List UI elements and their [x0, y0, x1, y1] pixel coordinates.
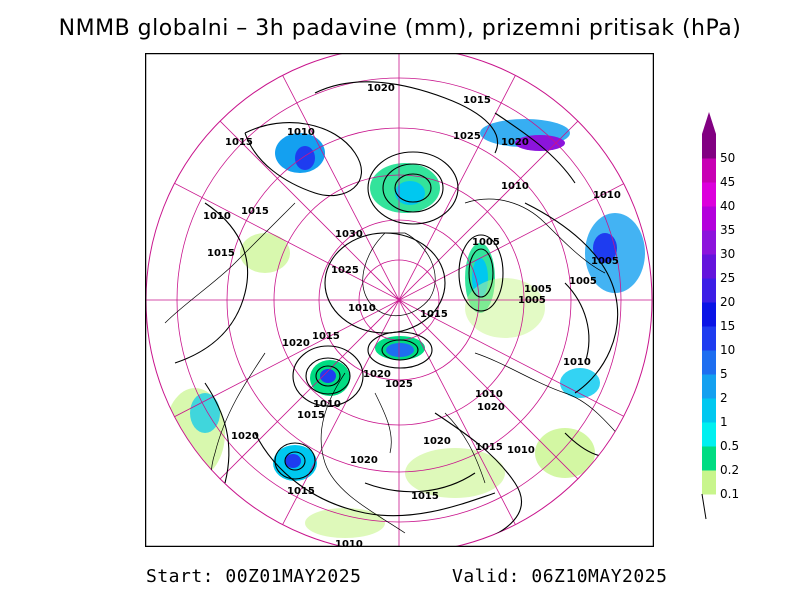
isobar-label: 1010: [313, 399, 341, 410]
graticule: [146, 52, 652, 548]
isobars: [174, 81, 626, 544]
isobar-label: 1015: [207, 248, 235, 259]
legend-swatch: [702, 446, 716, 471]
isobar-label: 1015: [297, 410, 325, 421]
forecast-map: 1020 1015 1010 1025 1020 1015 1010 1010 …: [144, 46, 655, 554]
legend-swatch: [702, 206, 716, 231]
isobar-label: 1015: [420, 309, 448, 320]
legend-swatch: [702, 374, 716, 399]
isobar-label: 1010: [475, 389, 503, 400]
isobar-label: 1005: [524, 284, 552, 295]
isobar-label: 1010: [287, 127, 315, 138]
legend-swatch: [702, 230, 716, 255]
coastlines: [164, 198, 636, 548]
isobar-label: 1005: [472, 237, 500, 248]
isobar-label: 1015: [225, 137, 253, 148]
isobar-label: 1025: [453, 131, 481, 142]
page-title: NMMB globalni – 3h padavine (mm), prizem…: [58, 16, 742, 41]
isobar-label: 1010: [507, 445, 535, 456]
isobar-label: 1025: [331, 265, 359, 276]
legend-tail: [701, 493, 707, 520]
legend-label: 45: [720, 175, 735, 189]
legend-swatch: [702, 422, 716, 447]
legend-label: 30: [720, 247, 735, 261]
isobar-label: 1005: [569, 276, 597, 287]
isobar-label: 1015: [241, 206, 269, 217]
legend-swatch: [702, 158, 716, 183]
isobar-label: 1025: [385, 379, 413, 390]
isobar-label: 1005: [518, 295, 546, 306]
isobar-label: 1015: [475, 442, 503, 453]
isobar-label: 1010: [203, 211, 231, 222]
isobar-label: 1010: [563, 357, 591, 368]
legend-label: 10: [720, 343, 735, 357]
isobar-label: 1020: [477, 402, 505, 413]
isobar-label: 1030: [335, 229, 363, 240]
legend-swatch: [702, 302, 716, 327]
isobar-label: 1015: [463, 95, 491, 106]
valid-time: Valid: 06Z10MAY2025: [452, 566, 668, 587]
isobar-label: 1010: [348, 303, 376, 314]
legend-label: 35: [720, 223, 735, 237]
legend-label: 0.5: [720, 439, 739, 453]
legend-label: 5: [720, 367, 728, 381]
isobar-labels: 1020 1015 1010 1025 1020 1015 1010 1010 …: [203, 83, 621, 550]
isobar-label: 1020: [423, 436, 451, 447]
legend-label: 50: [720, 151, 735, 165]
legend-max-arrow: [702, 112, 716, 134]
legend-swatch: [702, 326, 716, 351]
start-time: Start: 00Z01MAY2025: [146, 566, 362, 587]
legend-swatch: [702, 182, 716, 207]
map-frame: [144, 52, 655, 548]
isobar-label: 1015: [287, 486, 315, 497]
isobar-label: 1020: [350, 455, 378, 466]
legend-label: 40: [720, 199, 735, 213]
legend-label: 2: [720, 391, 728, 405]
legend-swatch: [702, 278, 716, 303]
color-legend: 0.1 0.2 0.5 1 2 5 10 15 20 25 30 35 40 45 50: [700, 112, 790, 522]
legend-label: 0.2: [720, 463, 739, 477]
isobar-label: 1020: [501, 137, 529, 148]
isobar-label: 1010: [335, 539, 363, 547]
isobar-label: 1005: [591, 256, 619, 267]
isobar-label: 1020: [367, 83, 395, 94]
legend-label: 25: [720, 271, 735, 285]
isobar-label: 1020: [282, 338, 310, 349]
isobar-label: 1015: [312, 331, 340, 342]
legend-swatch: [702, 350, 716, 375]
legend-label: 20: [720, 295, 735, 309]
legend-label: 0.1: [720, 487, 739, 501]
legend-label: 15: [720, 319, 735, 333]
isobar-label: 1020: [363, 369, 391, 380]
isobar-label: 1015: [411, 491, 439, 502]
legend-swatch: [702, 398, 716, 423]
isobar-label: 1010: [593, 190, 621, 201]
isobar-label: 1020: [231, 431, 259, 442]
legend-swatch: [702, 254, 716, 279]
legend-swatch: [702, 134, 716, 159]
legend-swatch: [702, 470, 716, 495]
legend-label: 1: [720, 415, 728, 429]
isobar-label: 1010: [501, 181, 529, 192]
map-svg: 1020 1015 1010 1025 1020 1015 1010 1010 …: [144, 46, 655, 554]
